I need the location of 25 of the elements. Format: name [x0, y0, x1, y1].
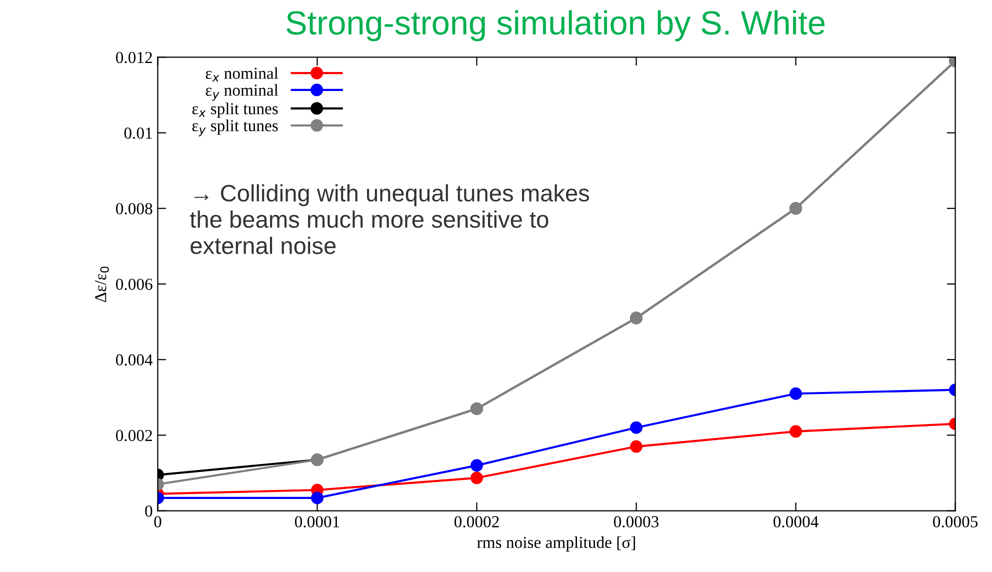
annotation: → Colliding with unequal tunes makes the beams much more sensitive to external noise [190, 184, 590, 254]
y-tick-label: 0.002 [116, 430, 152, 442]
x-tick-label: 0.0001 [294, 516, 340, 528]
x-tick-label: 0 [154, 516, 162, 528]
y-tick-label: 0 [145, 505, 152, 517]
x-tick-label: 0.0004 [774, 516, 818, 528]
y-tick-label: 0.012 [116, 52, 152, 64]
x-tick-label: 0.0002 [454, 516, 499, 528]
y-tick-label: 0.004 [116, 354, 153, 366]
chart-title: Strong-strong simulation by S. White [286, 10, 825, 42]
y-tick-label: 0.006 [116, 278, 152, 290]
point [470, 472, 484, 484]
x-tick-label: 0.0003 [614, 516, 659, 528]
x-tick-label: 0.0005 [933, 516, 978, 528]
point [470, 459, 484, 472]
legend-label: ε$_{x}$ split tunes [192, 102, 278, 118]
legend-label: ε$_{x}$ nominal [206, 67, 278, 82]
x-axis-title: rms noise amplitude [σ] [477, 536, 635, 552]
y-tick-label: 0.008 [116, 203, 152, 214]
point [630, 440, 643, 453]
y-axis-title: Δε/ε$_{0}$ [95, 266, 109, 302]
point [630, 421, 643, 434]
y-tick-label: 0.01 [124, 128, 152, 139]
legend-label: ε$_{y}$ nominal [206, 84, 278, 101]
legend-label: ε$_{y}$ split tunes [192, 120, 278, 136]
